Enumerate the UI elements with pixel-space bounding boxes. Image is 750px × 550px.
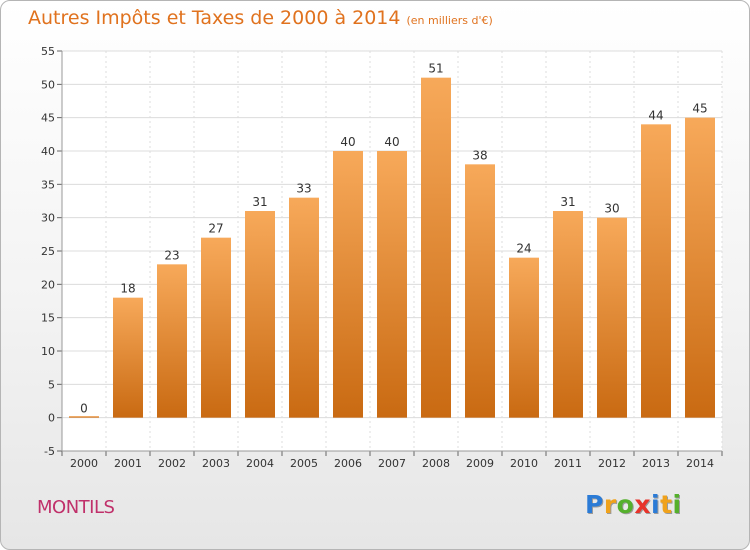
x-tick-label: 2010 — [510, 457, 538, 470]
commune-name: MONTILS — [37, 497, 115, 518]
bar — [509, 257, 539, 418]
y-tick-label: 40 — [41, 145, 55, 158]
x-tick-label: 2001 — [114, 457, 142, 470]
y-tick-label: 35 — [41, 178, 55, 191]
bar — [245, 211, 275, 418]
bar — [157, 264, 187, 418]
y-tick-label: 25 — [41, 245, 55, 258]
y-tick-label: 45 — [41, 112, 55, 125]
x-tick-label: 2011 — [554, 457, 582, 470]
y-tick-label: 10 — [41, 345, 55, 358]
y-tick-label: 55 — [41, 45, 55, 58]
bar — [113, 297, 143, 418]
logo-letter: x — [634, 490, 651, 519]
x-tick-label: 2003 — [202, 457, 230, 470]
bar-value-label: 31 — [252, 195, 267, 209]
bar-value-label: 40 — [340, 135, 355, 149]
x-tick-label: 2002 — [158, 457, 186, 470]
bar — [421, 77, 451, 418]
bar-value-label: 0 — [80, 402, 88, 416]
chart-unit: (en milliers d'€) — [406, 14, 493, 27]
logo-letter: i — [651, 490, 661, 519]
bar-value-label: 44 — [648, 108, 663, 122]
bar-value-label: 38 — [472, 148, 487, 162]
bar — [685, 117, 715, 418]
logo-letter: o — [616, 490, 635, 519]
x-tick-label: 2014 — [686, 457, 714, 470]
x-tick-label: 2005 — [290, 457, 318, 470]
y-tick-label: 50 — [41, 78, 55, 91]
bar — [597, 217, 627, 418]
bar — [465, 164, 495, 418]
x-tick-label: 2012 — [598, 457, 626, 470]
bar-value-label: 23 — [164, 248, 179, 262]
y-tick-label: 0 — [48, 412, 55, 425]
bar — [641, 124, 671, 418]
logo-letter: P — [585, 490, 604, 519]
x-tick-label: 2007 — [378, 457, 406, 470]
chart-title: Autres Impôts et Taxes de 2000 à 2014 (en… — [28, 7, 493, 29]
bar-value-label: 33 — [296, 182, 311, 196]
bar-value-label: 45 — [692, 102, 707, 116]
bar — [69, 416, 99, 418]
bar-value-label: 31 — [560, 195, 575, 209]
x-tick-label: 2009 — [466, 457, 494, 470]
x-tick-label: 2013 — [642, 457, 670, 470]
bar-value-label: 51 — [428, 62, 443, 76]
x-tick-label: 2008 — [422, 457, 450, 470]
bar-value-label: 30 — [604, 202, 619, 216]
logo-letter: t — [660, 490, 673, 519]
bar — [201, 237, 231, 418]
proxiti-logo: Proxiti — [585, 490, 682, 519]
bar — [289, 197, 319, 418]
y-tick-label: 15 — [41, 312, 55, 325]
bar — [377, 151, 407, 418]
bar-value-label: 18 — [120, 282, 135, 296]
x-tick-label: 2006 — [334, 457, 362, 470]
x-tick-label: 2000 — [70, 457, 98, 470]
bar-value-label: 40 — [384, 135, 399, 149]
x-tick-label: 2004 — [246, 457, 274, 470]
y-tick-label: -5 — [44, 445, 55, 458]
logo-letter: i — [672, 490, 682, 519]
bar — [333, 151, 363, 418]
y-tick-label: 5 — [48, 378, 55, 391]
y-tick-label: 20 — [41, 278, 55, 291]
bar — [553, 211, 583, 418]
bar-value-label: 24 — [516, 242, 531, 256]
bar-value-label: 27 — [208, 222, 223, 236]
y-tick-label: 30 — [41, 212, 55, 225]
chart-title-text: Autres Impôts et Taxes de 2000 à 2014 — [28, 7, 401, 29]
logo-letter: r — [603, 490, 617, 519]
